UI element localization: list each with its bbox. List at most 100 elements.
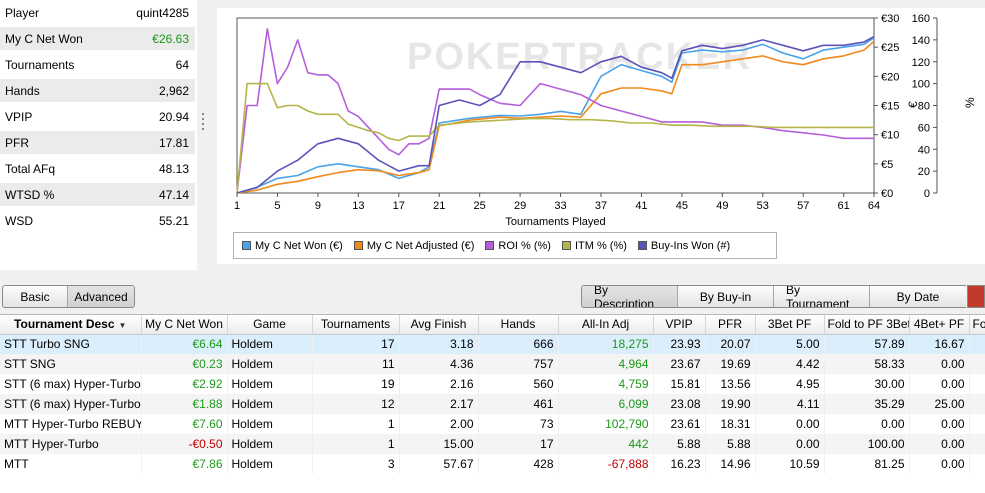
series-line	[236, 82, 874, 194]
table-cell: €7.86	[141, 454, 228, 474]
table-cell: 461	[478, 394, 559, 414]
view-advanced-button[interactable]: Advanced	[68, 286, 134, 307]
legend-item: ITM % (%)	[561, 240, 627, 252]
table-cell: €7.60	[141, 414, 228, 434]
column-header[interactable]: Avg Finish	[399, 315, 479, 335]
table-cell	[969, 434, 985, 454]
legend-item: Buy-Ins Won (#)	[637, 240, 730, 252]
table-cell: 2.00	[399, 414, 479, 434]
column-header-label: My C Net Won	[145, 317, 223, 332]
table-cell: Holdem	[227, 334, 313, 354]
table-cell: MTT Hyper-Turbo REBUY	[0, 414, 142, 434]
export-button-clipped[interactable]	[967, 285, 985, 308]
table-cell: €1.88	[141, 394, 228, 414]
column-header[interactable]: 4Bet+ PF	[909, 315, 970, 335]
stat-row: VPIP 20.94	[0, 105, 195, 128]
tournament-results-table: Tournament Desc ▼ My C Net Won Game Tourname…	[0, 314, 985, 493]
table-row[interactable]: MTT Hyper-Turbo REBUY €7.60 Holdem 1 2.00 73 1…	[0, 414, 985, 434]
column-header[interactable]: Tournaments	[312, 315, 400, 335]
legend-label: ROI % (%)	[498, 239, 551, 252]
group-by-buy-in-button[interactable]: By Buy-in	[678, 286, 774, 307]
table-row[interactable]: STT SNG €0.23 Holdem 11 4.36 757 4,964 23.67 19.…	[0, 354, 985, 374]
table-cell: 4.42	[755, 354, 825, 374]
column-header-label: PFR	[718, 317, 742, 332]
column-header[interactable]: Hands	[478, 315, 559, 335]
table-row[interactable]: MTT Hyper-Turbo -€0.50 Holdem 1 15.00 17 442 5.…	[0, 434, 985, 454]
stat-value: €26.63	[152, 31, 189, 46]
stat-value: quint4285	[136, 5, 189, 20]
table-cell: Holdem	[227, 454, 313, 474]
x-tick-label: 45	[676, 200, 688, 212]
right-y-tick-label: 80	[918, 101, 930, 113]
stat-label: Total AFq	[5, 161, 56, 176]
table-cell: 11	[312, 354, 400, 374]
x-tick-label: 13	[352, 200, 364, 212]
table-cell: 2.17	[399, 394, 479, 414]
vertical-splitter-handle[interactable]	[201, 110, 205, 140]
stat-row: Player quint4285	[0, 1, 195, 24]
table-row[interactable]: STT (6 max) Hyper-Turbo SNG€1.88Holdem12…	[0, 394, 985, 414]
column-header-label: VPIP	[665, 317, 693, 332]
legend-swatch	[353, 241, 363, 250]
column-header[interactable]: VPIP	[653, 315, 706, 335]
table-cell: 0.00	[909, 414, 970, 434]
stat-value: 2,962	[158, 83, 189, 98]
table-cell: 1	[312, 434, 400, 454]
table-cell: Holdem	[227, 434, 313, 454]
stat-label: VPIP	[5, 109, 33, 124]
table-cell: 1	[312, 414, 400, 434]
group-by-date-button[interactable]: By Date	[896, 289, 940, 304]
legend-swatch	[242, 241, 251, 250]
right-y-tick-label: 20	[918, 166, 930, 178]
column-header[interactable]: All-In Adj	[558, 315, 654, 335]
table-cell: 15.00	[399, 434, 479, 454]
table-cell: 30.00	[824, 374, 910, 394]
table-cell: €0.23	[141, 354, 228, 374]
view-basic-button[interactable]: Basic	[3, 286, 68, 307]
table-cell: 3	[312, 454, 400, 474]
series-line	[236, 37, 875, 194]
table-cell: 0.00	[755, 414, 825, 434]
table-cell: 17	[478, 434, 559, 454]
column-header[interactable]: Game	[227, 315, 313, 335]
stat-label: My C Net Won	[5, 31, 83, 46]
table-cell: Holdem	[227, 394, 313, 414]
column-header-label: 3Bet PF	[767, 317, 812, 332]
table-cell: 0.00	[824, 414, 910, 434]
stat-row: PFR 17.81	[0, 131, 195, 154]
left-y-tick-label: €5	[881, 159, 893, 171]
table-row[interactable]: STT Turbo SNG €6.64 Holdem 17 3.18 666 18,275 2…	[0, 334, 985, 354]
table-cell: 5.00	[755, 334, 825, 354]
x-tick-label: 53	[757, 200, 769, 212]
table-cell: 4,964	[558, 354, 654, 374]
right-y-tick-label: 0	[924, 188, 930, 200]
legend-swatch	[561, 241, 571, 250]
stat-row: Hands 2,962	[0, 79, 195, 102]
column-header-label: 4Bet+ PF	[913, 317, 965, 332]
table-cell: Holdem	[227, 414, 313, 434]
table-row[interactable]: MTT €7.86 Holdem 3 57.67 428 -67,888 16.23 14.96…	[0, 454, 985, 474]
column-header[interactable]: Fold to PF 3Bet	[824, 315, 910, 335]
column-header[interactable]: 3Bet PF	[755, 315, 825, 335]
stat-value: 47.14	[158, 187, 189, 202]
legend-label: My C Net Adjusted (€)	[366, 239, 475, 252]
table-cell: 19	[312, 374, 400, 394]
group-by-description-button[interactable]: By Description	[582, 286, 678, 307]
table-cell: -€0.50	[141, 434, 228, 454]
group-by-tournament-button[interactable]: By Tournament	[774, 286, 870, 307]
table-row[interactable]: STT (6 max) Hyper-Turbo SNG€2.92Holdem19…	[0, 374, 985, 394]
column-header[interactable]: Tournament Desc ▼	[0, 315, 142, 335]
x-tick-label: 41	[635, 200, 647, 212]
x-axis-label: Tournaments Played	[505, 216, 605, 228]
legend-item: My C Net Won (€)	[242, 240, 343, 252]
table-cell	[969, 394, 985, 414]
x-tick-label: 29	[514, 200, 526, 212]
column-header[interactable]: Fold t	[969, 315, 985, 335]
column-header[interactable]: PFR	[705, 315, 756, 335]
legend-swatch	[485, 241, 495, 250]
stat-row: Tournaments 64	[0, 53, 195, 76]
right-y-tick-label: 100	[912, 79, 930, 91]
column-header-label: Avg Finish	[410, 317, 467, 332]
column-header[interactable]: My C Net Won	[141, 315, 228, 335]
column-header-label: Game	[253, 317, 286, 332]
